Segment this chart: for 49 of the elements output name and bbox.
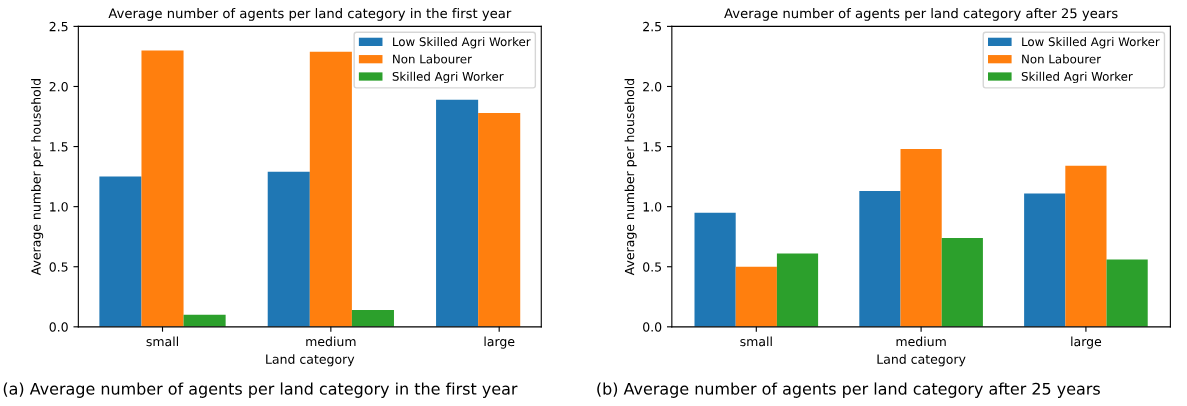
x-tick-label: medium	[896, 336, 946, 347]
x-tick-label: small	[740, 336, 772, 347]
bar	[776, 253, 819, 327]
bar	[694, 212, 736, 327]
y-tick-label: 0.5	[643, 262, 662, 272]
bar	[859, 191, 901, 327]
x-tick-label: medium	[306, 336, 356, 347]
y-axis-title: Average number per household	[31, 79, 44, 276]
bar	[478, 112, 521, 327]
x-tick-label: small	[146, 336, 178, 347]
y-axis-title: Average number per household	[624, 79, 637, 276]
y-tick-label: 0.0	[643, 322, 662, 332]
y-tick-label: 2.0	[643, 81, 662, 92]
bar	[183, 314, 226, 327]
bar	[735, 266, 777, 327]
chart-title: Average number of agents per land category in the first year	[108, 8, 512, 21]
y-tick-label: 1.5	[50, 142, 68, 152]
y-tick-label: 2.5	[643, 21, 662, 32]
y-tick-label: 1.0	[50, 202, 68, 212]
y-tick-label: 2.5	[49, 21, 68, 32]
x-tick-label: large	[1071, 336, 1102, 349]
legend-label: Skilled Agri Worker	[1021, 71, 1133, 84]
legend-label: Non Labourer	[1022, 54, 1102, 64]
bar	[941, 237, 983, 327]
x-axis-title: Land category	[266, 354, 355, 367]
bar	[900, 148, 942, 327]
legend-label: Low Skilled Agri Worker	[393, 37, 531, 49]
legend-label: Low Skilled Agri Worker	[1022, 37, 1160, 49]
chart-title: Average number of agents per land category after 25 years	[724, 8, 1118, 21]
bar	[141, 50, 184, 327]
bar	[1106, 259, 1148, 327]
y-tick-label: 2.0	[49, 81, 68, 92]
text: (a) Average number of agents per land category in the first year	[3, 382, 518, 398]
x-tick-label: large	[484, 336, 515, 349]
y-tick-label: 0.0	[49, 322, 68, 332]
bar	[267, 171, 310, 327]
bar	[1024, 193, 1066, 327]
bar	[309, 51, 352, 327]
legend-label: Skilled Agri Worker	[392, 71, 504, 84]
x-axis-title: Land category	[877, 354, 966, 367]
bar	[351, 310, 394, 327]
legend-label: Non Labourer	[393, 54, 472, 64]
y-tick-label: 1.5	[643, 142, 662, 152]
text: (b) Average number of agents per land category after 25 years	[597, 382, 1100, 398]
y-tick-label: 1.0	[643, 202, 662, 212]
y-tick-label: 0.5	[49, 262, 68, 272]
bar	[1065, 165, 1107, 327]
bar	[99, 176, 142, 327]
bar	[436, 99, 479, 327]
